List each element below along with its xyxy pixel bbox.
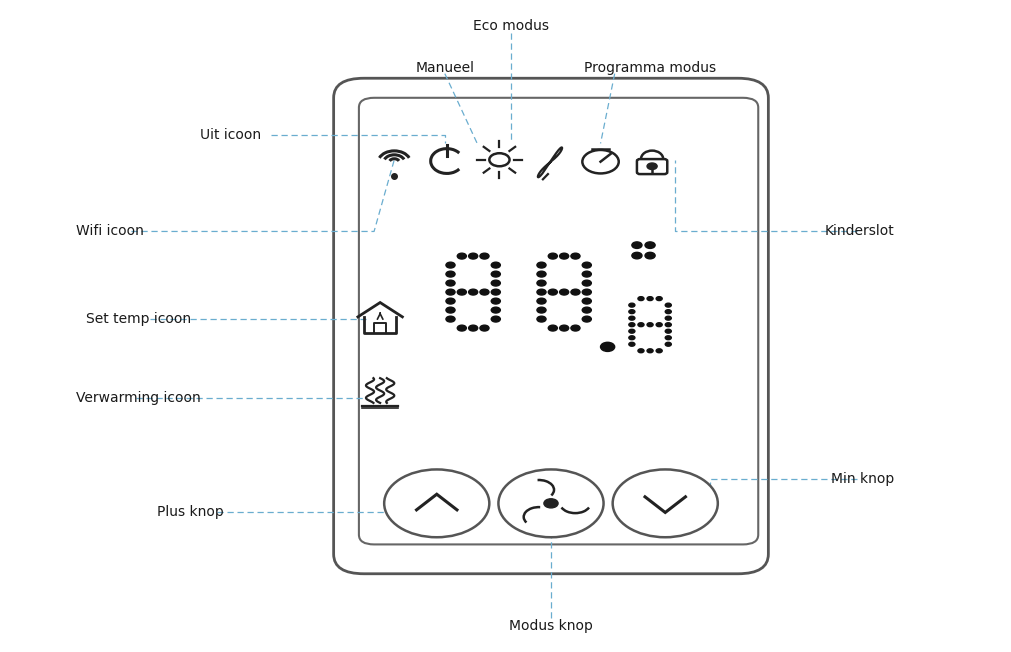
Circle shape bbox=[560, 325, 568, 331]
Circle shape bbox=[560, 289, 568, 295]
Text: Kinderslot: Kinderslot bbox=[825, 224, 895, 239]
Circle shape bbox=[457, 325, 466, 331]
FancyBboxPatch shape bbox=[334, 78, 768, 574]
Circle shape bbox=[582, 316, 591, 322]
Circle shape bbox=[638, 323, 644, 327]
Circle shape bbox=[638, 349, 644, 353]
Circle shape bbox=[629, 303, 635, 307]
Circle shape bbox=[491, 271, 500, 277]
Circle shape bbox=[537, 298, 546, 304]
Circle shape bbox=[656, 349, 662, 353]
Circle shape bbox=[629, 336, 635, 340]
Circle shape bbox=[582, 280, 591, 286]
Circle shape bbox=[446, 271, 455, 277]
Circle shape bbox=[629, 342, 635, 346]
Circle shape bbox=[629, 323, 635, 327]
Circle shape bbox=[537, 307, 546, 313]
Circle shape bbox=[647, 297, 653, 301]
Circle shape bbox=[446, 316, 455, 322]
Circle shape bbox=[544, 499, 558, 508]
Circle shape bbox=[537, 280, 546, 286]
Circle shape bbox=[537, 316, 546, 322]
Circle shape bbox=[457, 253, 466, 259]
Circle shape bbox=[446, 280, 455, 286]
Text: Min knop: Min knop bbox=[831, 472, 895, 486]
Circle shape bbox=[548, 325, 557, 331]
Circle shape bbox=[548, 289, 557, 295]
Circle shape bbox=[498, 469, 604, 537]
Circle shape bbox=[537, 289, 546, 295]
Circle shape bbox=[491, 316, 500, 322]
Circle shape bbox=[548, 253, 557, 259]
Text: Uit icoon: Uit icoon bbox=[200, 128, 261, 142]
Text: Programma modus: Programma modus bbox=[584, 61, 716, 76]
Text: Verwarming icoon: Verwarming icoon bbox=[76, 391, 200, 405]
Circle shape bbox=[582, 298, 591, 304]
Circle shape bbox=[629, 310, 635, 314]
Circle shape bbox=[665, 303, 671, 307]
Circle shape bbox=[582, 262, 591, 268]
FancyBboxPatch shape bbox=[637, 159, 667, 174]
Circle shape bbox=[491, 307, 500, 313]
Circle shape bbox=[629, 329, 635, 333]
Circle shape bbox=[629, 316, 635, 320]
Circle shape bbox=[468, 253, 478, 259]
Circle shape bbox=[656, 297, 662, 301]
Circle shape bbox=[457, 289, 466, 295]
Circle shape bbox=[480, 289, 489, 295]
Circle shape bbox=[446, 298, 455, 304]
Circle shape bbox=[613, 469, 718, 537]
Text: Manueel: Manueel bbox=[416, 61, 474, 76]
Circle shape bbox=[632, 252, 642, 259]
Circle shape bbox=[665, 336, 671, 340]
Circle shape bbox=[656, 323, 662, 327]
Circle shape bbox=[491, 298, 500, 304]
Circle shape bbox=[645, 242, 655, 248]
Circle shape bbox=[560, 253, 568, 259]
Circle shape bbox=[571, 325, 580, 331]
Text: Wifi icoon: Wifi icoon bbox=[76, 224, 144, 239]
Circle shape bbox=[491, 262, 500, 268]
Circle shape bbox=[537, 271, 546, 277]
Circle shape bbox=[571, 253, 580, 259]
Circle shape bbox=[384, 469, 489, 537]
Circle shape bbox=[537, 262, 546, 268]
Circle shape bbox=[665, 342, 671, 346]
Circle shape bbox=[468, 289, 478, 295]
Circle shape bbox=[582, 271, 591, 277]
Circle shape bbox=[491, 280, 500, 286]
FancyBboxPatch shape bbox=[359, 98, 758, 544]
Circle shape bbox=[446, 262, 455, 268]
Circle shape bbox=[632, 242, 642, 248]
Circle shape bbox=[665, 310, 671, 314]
Circle shape bbox=[647, 163, 657, 170]
Circle shape bbox=[665, 316, 671, 320]
Circle shape bbox=[480, 325, 489, 331]
Text: Modus knop: Modus knop bbox=[510, 619, 592, 633]
Circle shape bbox=[638, 297, 644, 301]
Circle shape bbox=[446, 307, 455, 313]
Circle shape bbox=[582, 307, 591, 313]
Circle shape bbox=[480, 253, 489, 259]
Text: Eco modus: Eco modus bbox=[472, 19, 549, 33]
Circle shape bbox=[491, 289, 500, 295]
Text: Set temp icoon: Set temp icoon bbox=[86, 312, 191, 327]
Text: Plus knop: Plus knop bbox=[157, 505, 223, 519]
Circle shape bbox=[647, 349, 653, 353]
Circle shape bbox=[601, 342, 615, 351]
Circle shape bbox=[665, 329, 671, 333]
Circle shape bbox=[571, 289, 580, 295]
Circle shape bbox=[647, 323, 653, 327]
Circle shape bbox=[446, 289, 455, 295]
Circle shape bbox=[645, 252, 655, 259]
Circle shape bbox=[582, 289, 591, 295]
Circle shape bbox=[665, 323, 671, 327]
Circle shape bbox=[468, 325, 478, 331]
